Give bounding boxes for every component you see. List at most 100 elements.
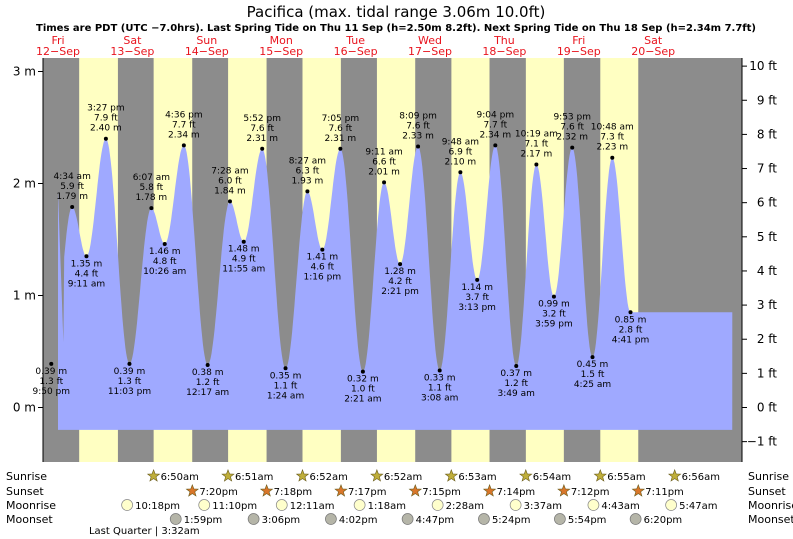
tide-label: 2.34 m [168, 130, 200, 140]
tide-label: 2.31 m [325, 134, 357, 144]
tide-label: 1.0 ft [351, 385, 375, 395]
sunrise-star-icon [444, 468, 459, 482]
moonrise-icon [275, 499, 288, 511]
tide-point [475, 277, 480, 282]
sunrise-star-icon [221, 468, 235, 482]
moonset-row-label-right: Moonset [748, 513, 793, 526]
moonrise-row-label-right: Moonrise [748, 499, 793, 512]
moonset-time: 6:20pm [644, 515, 683, 526]
tide-label: 2.8 ft [619, 325, 643, 335]
tide-label: 0.85 m [615, 315, 647, 325]
tide-label: 7.6 ft [250, 124, 274, 134]
tide-label: 7.6 ft [406, 122, 430, 132]
tide-label: 1.3 ft [118, 377, 142, 387]
sunset-time: 7:20pm [199, 487, 238, 498]
tide-point [84, 254, 89, 259]
moonset-icon [247, 513, 260, 525]
sunset-time: 7:18pm [274, 487, 313, 498]
tide-label: 1.35 m [71, 259, 103, 269]
sunset-star-icon [408, 483, 423, 497]
sunrise-star-icon [370, 468, 384, 482]
tide-label: 5.8 ft [140, 183, 164, 193]
tide-label: 3:27 pm [87, 104, 125, 114]
tide-point [338, 146, 343, 151]
tide-label: 1.84 m [214, 186, 246, 196]
tide-point [227, 199, 232, 204]
tide-label: 7.3 ft [600, 133, 624, 143]
day-name: Sat [123, 34, 142, 47]
tide-curve [58, 138, 733, 430]
tide-label: 12:17 am [186, 388, 229, 398]
sunset-star-icon [482, 483, 497, 497]
tide-label: 1:24 am [267, 391, 304, 401]
tide-label: 9:11 am [68, 279, 105, 289]
moonrise-row-label: Moonrise [6, 499, 56, 512]
tide-point [149, 206, 154, 211]
day-date: 20−Sep [631, 45, 675, 58]
tide-point [205, 362, 210, 367]
moonrise-time: 2:28am [446, 501, 484, 512]
sunrise-star-icon [667, 468, 682, 482]
tide-label: 1.78 m [136, 193, 168, 203]
moonrise-icon [509, 499, 522, 511]
tide-label: 7.7 ft [172, 120, 196, 130]
day-name: Tue [345, 34, 365, 47]
tide-point [305, 189, 310, 194]
tide-point [127, 361, 132, 366]
moonset-icon [325, 513, 337, 525]
moonset-icon [629, 513, 642, 525]
tide-point [70, 205, 75, 210]
tide-label: 7.6 ft [560, 123, 584, 133]
sunrise-star-icon [146, 468, 161, 482]
tide-label: 0.35 m [270, 371, 302, 381]
tide-label: 2.23 m [596, 143, 628, 153]
tide-label: 0.32 m [347, 375, 379, 385]
moonset-time: 3:06pm [262, 515, 301, 526]
right-tick-label: 10 ft [749, 59, 777, 73]
sunset-star-icon [334, 483, 348, 497]
tide-point [534, 162, 539, 167]
left-tick-label: 2 m [13, 177, 36, 191]
tide-label: 1.48 m [228, 245, 260, 255]
right-tick-label: 2 ft [757, 332, 777, 346]
tide-label: 4.6 ft [310, 263, 334, 273]
sunrise-time: 6:52am [384, 472, 422, 483]
sunrise-time: 6:51am [235, 472, 273, 483]
moonset-icon [554, 513, 566, 525]
sunset-time: 7:17pm [348, 487, 387, 498]
moonset-time: 1:59pm [184, 515, 223, 526]
moon-phase-label: Last Quarter | 3:32am [89, 526, 200, 537]
tide-label: 2:21 pm [381, 287, 419, 297]
sunset-time: 7:12pm [571, 487, 610, 498]
tide-label: 4:25 am [574, 380, 611, 390]
tide-label: 6:07 am [133, 173, 170, 183]
sunset-star-icon [631, 483, 646, 497]
moonset-icon [478, 513, 490, 525]
tide-label: 3:08 am [421, 394, 458, 404]
tide-label: 4.4 ft [75, 269, 99, 279]
tide-label: 3.7 ft [465, 293, 489, 303]
tide-label: 4:41 pm [612, 335, 650, 345]
right-tick-label: −1 ft [747, 435, 778, 449]
tide-label: 3:13 pm [458, 303, 496, 313]
left-tick-label: 0 m [13, 401, 36, 415]
tide-point [610, 155, 615, 160]
tide-label: 7.6 ft [328, 124, 352, 134]
tide-label: 1.5 ft [581, 370, 605, 380]
sunrise-time: 6:56am [682, 472, 720, 483]
chart-subtitle: Times are PDT (UTC −7.0hrs). Last Spring… [36, 23, 756, 34]
tide-point [514, 364, 519, 369]
tide-label: 9:53 pm [553, 113, 591, 123]
day-name: Fri [572, 34, 585, 47]
sunset-star-icon [185, 483, 200, 497]
day-date: 19−Sep [557, 45, 601, 58]
tide-label: 4.8 ft [153, 257, 177, 267]
tide-label: 10:26 am [143, 267, 186, 277]
moonrise-time: 1:18am [368, 501, 406, 512]
tide-label: 6.9 ft [449, 147, 473, 157]
tide-label: 4.9 ft [232, 255, 256, 265]
tide-label: 9:04 pm [477, 110, 515, 120]
right-tick-label: 0 ft [757, 401, 777, 415]
sunset-time: 7:15pm [422, 487, 461, 498]
